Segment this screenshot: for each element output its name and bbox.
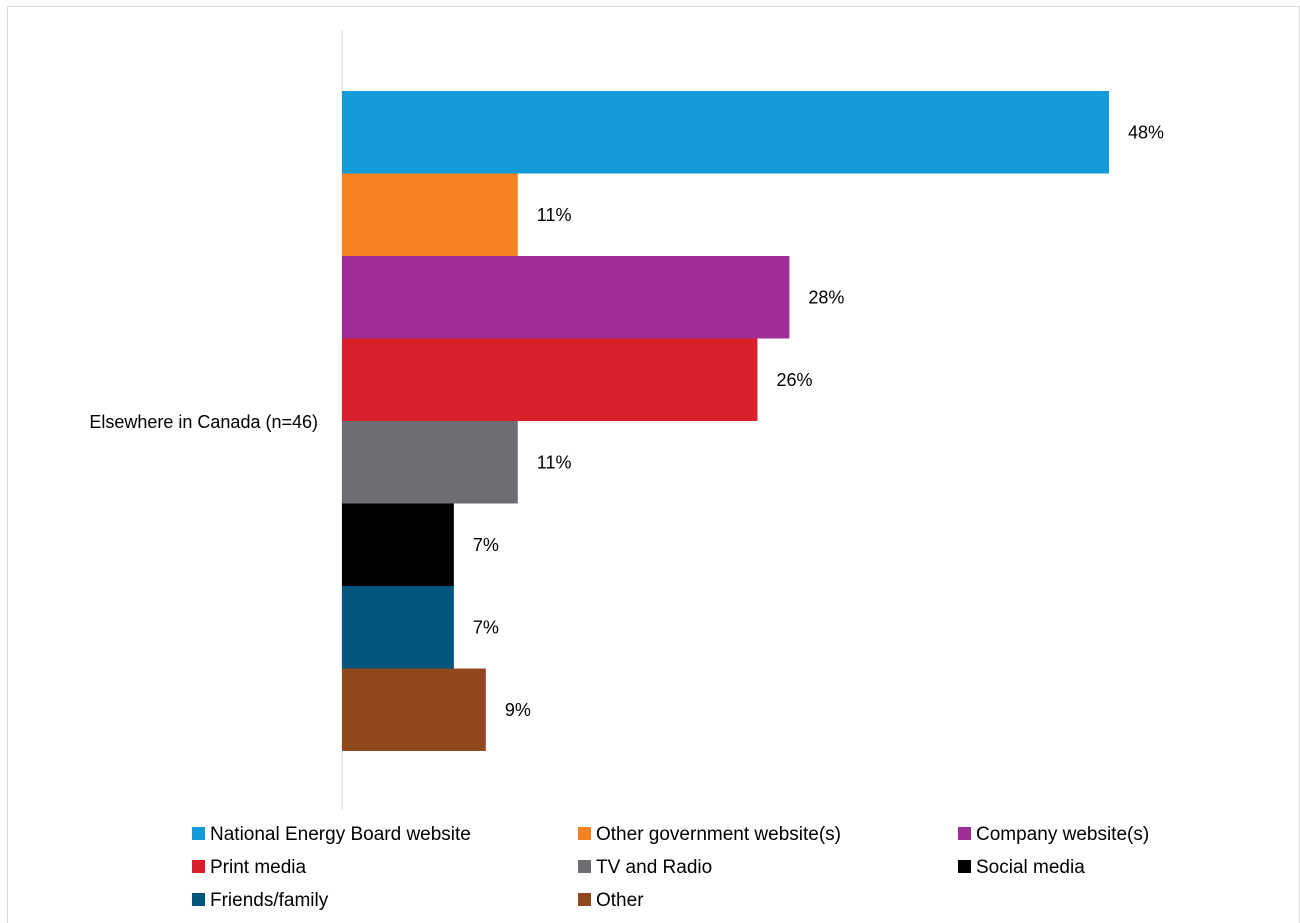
category-label: Elsewhere in Canada (n=46) <box>89 412 318 432</box>
bar-3 <box>342 256 790 339</box>
legend-swatch-3 <box>958 827 971 840</box>
data-label-1: 48% <box>1128 122 1164 142</box>
legend-label-4: Print media <box>210 857 307 878</box>
bar-5 <box>342 421 518 504</box>
bars-group: 48% 11% 28% 26% 11% 7% 7% 9% <box>342 91 1164 751</box>
legend-label-3: Company website(s) <box>976 824 1149 845</box>
data-label-7: 7% <box>473 617 499 637</box>
bar-8 <box>342 668 486 751</box>
bar-4 <box>342 338 758 421</box>
bar-6 <box>342 503 454 586</box>
legend-swatch-6 <box>958 860 971 873</box>
data-label-4: 26% <box>776 370 812 390</box>
legend: National Energy Board website Other gover… <box>192 824 1149 911</box>
legend-label-2: Other government website(s) <box>596 824 841 845</box>
data-label-3: 28% <box>808 287 844 307</box>
bar-7 <box>342 586 454 669</box>
bar-2 <box>342 173 518 256</box>
legend-label-5: TV and Radio <box>596 857 712 878</box>
legend-swatch-8 <box>578 893 591 906</box>
legend-swatch-7 <box>192 893 205 906</box>
bar-1 <box>342 91 1109 174</box>
legend-label-1: National Energy Board website <box>210 824 471 845</box>
legend-label-6: Social media <box>976 857 1085 878</box>
data-label-8: 9% <box>505 700 531 720</box>
data-label-6: 7% <box>473 535 499 555</box>
legend-swatch-5 <box>578 860 591 873</box>
data-label-2: 11% <box>537 205 572 225</box>
legend-label-7: Friends/family <box>210 890 329 911</box>
legend-swatch-1 <box>192 827 205 840</box>
legend-swatch-2 <box>578 827 591 840</box>
legend-label-8: Other <box>596 890 644 911</box>
legend-swatch-4 <box>192 860 205 873</box>
data-label-5: 11% <box>537 452 572 472</box>
